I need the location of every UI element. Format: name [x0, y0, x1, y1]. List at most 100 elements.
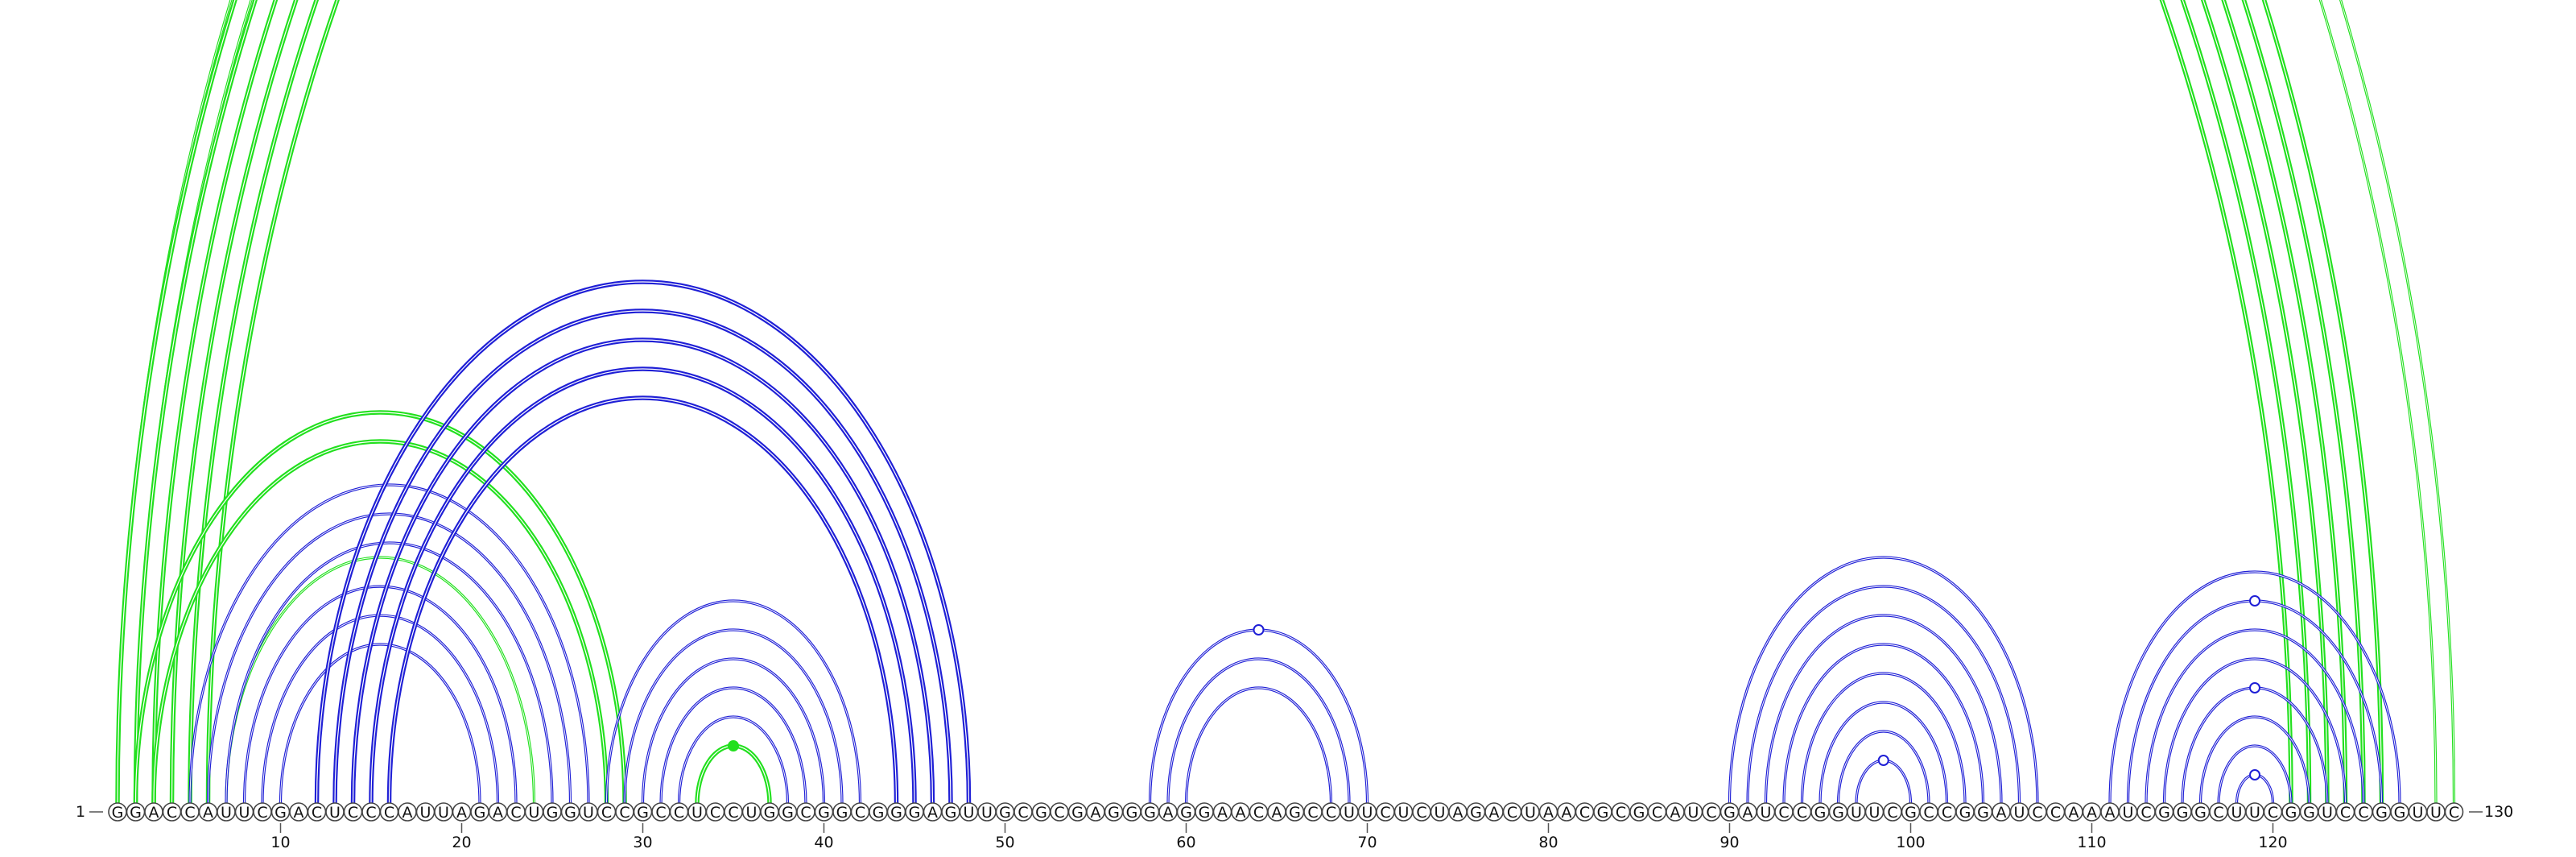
green-arc-core: [134, 412, 625, 805]
blue-arc: [350, 337, 935, 805]
nucleotide: A: [2100, 802, 2120, 822]
nucleotide-letter: G: [2177, 804, 2189, 822]
nucleotide: U: [1521, 802, 1540, 822]
nucleotide-letter: U: [2430, 804, 2442, 822]
nucleotide: U: [1683, 802, 1703, 822]
blue-arc-core: [244, 586, 517, 805]
arcs-layer: [115, 0, 2456, 805]
nucleotide: G: [2154, 802, 2174, 822]
nucleotide-letter: U: [1344, 804, 1355, 822]
nucleotide: A: [289, 802, 308, 822]
nucleotide-letter: G: [2394, 804, 2406, 822]
nucleotide-letter: C: [1942, 804, 1952, 822]
nucleotide: A: [1267, 802, 1286, 822]
nucleotide-letter: C: [1326, 804, 1336, 822]
nucleotide: U: [2426, 802, 2446, 822]
nucleotide: G: [543, 802, 562, 822]
nucleotide-letter: U: [1362, 804, 1373, 822]
nucleotide: A: [1992, 802, 2011, 822]
blue-arc-core: [1765, 615, 2002, 805]
blue-arc: [2162, 657, 2347, 805]
nucleotide: C: [506, 802, 526, 822]
nucleotide: G: [1955, 802, 1975, 822]
blue-arc-core: [642, 658, 824, 805]
blue-arc: [1728, 556, 2039, 805]
nucleotide: C: [2444, 802, 2464, 822]
nucleotide: C: [253, 802, 272, 822]
nucleotide: G: [814, 802, 834, 822]
blue-arc: [1148, 628, 1369, 805]
nucleotide-letter: G: [2158, 804, 2170, 822]
nucleotide-letter: G: [2303, 804, 2315, 822]
nucleotide: G: [1195, 802, 1214, 822]
nucleotide: G: [1140, 802, 1160, 822]
arc-marker: [2249, 682, 2260, 693]
nucleotide: G: [1067, 802, 1088, 822]
nucleotide-letter: U: [221, 804, 232, 822]
nucleotide: C: [2354, 802, 2373, 822]
nucleotide: U: [217, 802, 236, 822]
nucleotide-letter: G: [1144, 804, 1156, 822]
nucleotide-letter: C: [2358, 804, 2368, 822]
nucleotide-letter: G: [999, 804, 1011, 822]
nucleotide-letter: G: [818, 804, 830, 822]
nucleotide-letter: G: [2376, 804, 2388, 822]
nucleotide: C: [1647, 802, 1667, 822]
nucleotide-letter: G: [112, 804, 124, 822]
blue-arc-core: [1838, 731, 1930, 805]
nucleotide: C: [1502, 802, 1522, 822]
nucleotide: C: [180, 802, 200, 822]
nucleotide-letter: C: [800, 804, 811, 822]
tick-label: 60: [1176, 834, 1195, 851]
nucleotide-letter: A: [1562, 804, 1572, 822]
nucleotide: U: [1756, 802, 1776, 822]
nucleotide-letter: C: [1778, 804, 1789, 822]
nucleotide-letter: A: [2105, 804, 2116, 822]
nucleotide: C: [1412, 802, 1431, 822]
nucleotide-letter: G: [1289, 804, 1301, 822]
nucleotide-letter: C: [1253, 804, 1264, 822]
blue-arc-core: [189, 484, 589, 805]
nucleotide: U: [325, 802, 345, 822]
blue-arc-core: [1167, 658, 1350, 805]
nucleotide: A: [1738, 802, 1757, 822]
nucleotide: G: [1629, 802, 1649, 822]
nucleotide: C: [2335, 802, 2355, 822]
nucleotide-letter: G: [1180, 804, 1192, 822]
nucleotide-letter: G: [1832, 804, 1844, 822]
nucleotide-letter: C: [365, 804, 376, 822]
ticks-layer: 10 20 30 40 50 60 70 80 90 100 110 120: [270, 823, 2288, 851]
nucleotide: C: [2136, 802, 2156, 822]
nucleotide: U: [415, 802, 436, 822]
nucleotide-letter: U: [1851, 804, 1862, 822]
nucleotide-letter: U: [438, 804, 449, 822]
nucleotide: C: [343, 802, 363, 822]
nucleotide-letter: C: [510, 804, 521, 822]
blue-arc: [332, 308, 953, 805]
nucleotide-letter: G: [130, 804, 142, 822]
nucleotide-letter: C: [257, 804, 267, 822]
tick-label: 40: [814, 834, 833, 851]
nucleotide-letter: U: [2322, 804, 2333, 822]
nucleotide: A: [488, 802, 508, 822]
blue-arc-core: [1747, 586, 2020, 805]
nucleotide: U: [524, 802, 544, 822]
blue-arc-core: [1819, 702, 1947, 805]
tick-label: 70: [1357, 834, 1377, 851]
nucleotide-letter: G: [782, 804, 794, 822]
blue-arc-core: [208, 513, 571, 805]
nucleotide: G: [1466, 802, 1486, 822]
nucleotide: C: [361, 802, 381, 822]
nucleotide: G: [2190, 802, 2211, 822]
nucleotide: G: [778, 802, 798, 822]
nucleotide: U: [1340, 802, 1359, 822]
tick-label: 30: [633, 834, 652, 851]
nucleotide: U: [959, 802, 979, 822]
nucleotide-letter: U: [964, 804, 975, 822]
nucleotide: U: [434, 802, 453, 822]
nucleotide-letter: U: [746, 804, 758, 822]
nucleotide: A: [2064, 802, 2083, 822]
blue-arc-core: [1802, 673, 1966, 805]
nucleotide-letter: G: [1071, 804, 1084, 822]
